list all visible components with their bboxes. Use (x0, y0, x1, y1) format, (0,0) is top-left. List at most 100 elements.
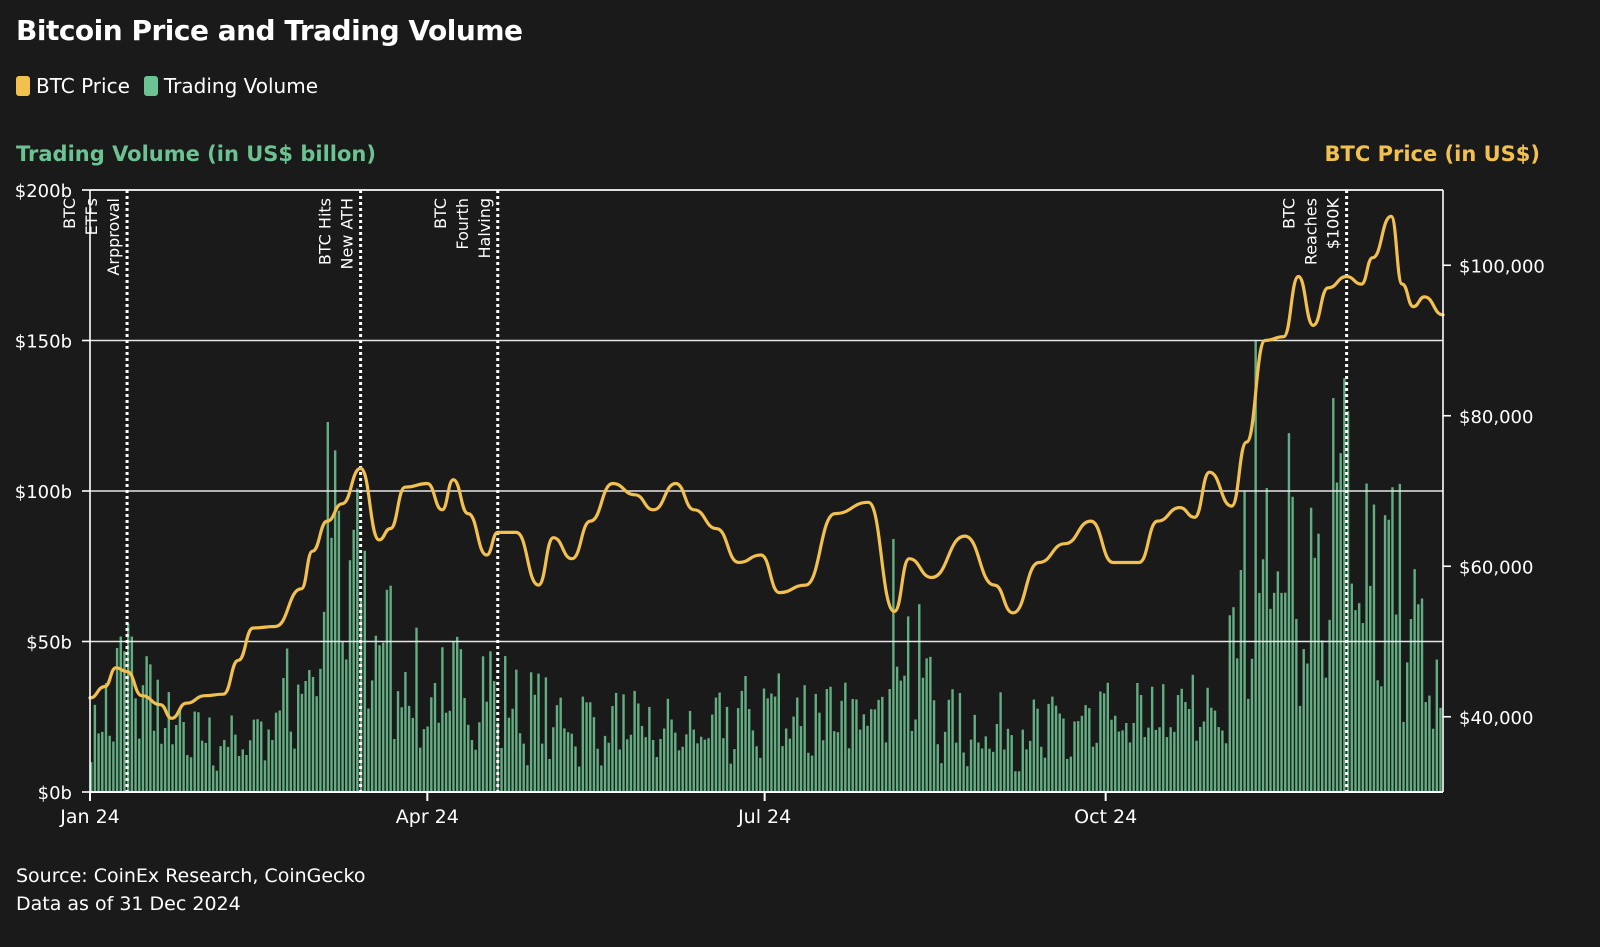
volume-bar (1102, 693, 1106, 792)
volume-bar (474, 749, 477, 792)
volume-bar (1169, 727, 1172, 792)
volume-bar (696, 743, 699, 792)
volume-bar (526, 765, 529, 792)
volume-bar (966, 766, 969, 792)
volume-bar (895, 666, 899, 792)
volume-bar (541, 743, 544, 792)
volume-bar (1110, 719, 1113, 792)
volume-bar (563, 728, 566, 792)
volume-bar (714, 697, 718, 792)
volume-bar (1394, 614, 1398, 792)
volume-bar (138, 738, 141, 792)
volume-bar (282, 677, 285, 792)
volume-bar (522, 743, 525, 792)
volume-bar (1217, 727, 1220, 792)
volume-bar (149, 664, 152, 792)
volume-bar (1321, 640, 1324, 792)
volume-bar (707, 738, 710, 792)
volume-bar (736, 708, 740, 792)
volume-bar (1339, 453, 1342, 792)
volume-bar (918, 604, 921, 792)
volume-bar (1269, 608, 1272, 792)
volume-bar (274, 712, 278, 792)
volume-bar (992, 751, 995, 792)
volume-bar (1040, 746, 1043, 792)
volume-bar (200, 740, 204, 792)
volume-bar (740, 690, 744, 792)
volume-bar (784, 728, 788, 792)
volume-bar (1387, 519, 1390, 792)
volume-bar (1247, 698, 1250, 792)
volume-bar (955, 742, 958, 792)
volume-bar (881, 696, 884, 792)
volume-bar (659, 738, 662, 792)
volume-bar (123, 651, 126, 792)
volume-bar (1295, 618, 1298, 792)
volume-bar (644, 737, 647, 792)
volume-bar (333, 450, 337, 792)
volume-bar (311, 676, 315, 792)
volume-bar (1154, 729, 1158, 792)
volume-bar (437, 722, 440, 792)
volume-bar (618, 749, 622, 792)
volume-bar (441, 647, 444, 792)
volume-bar (1298, 705, 1302, 792)
volume-bar (766, 698, 769, 792)
volume-bar (1291, 496, 1294, 792)
volume-bar (211, 765, 215, 792)
volume-bar (1265, 488, 1268, 792)
volume-bar (1276, 571, 1280, 792)
volume-bar (382, 642, 385, 792)
volume-bar (393, 739, 396, 792)
volume-bar (485, 701, 488, 792)
volume-bar (419, 747, 422, 792)
volume-bar (293, 748, 296, 792)
volume-bar (1417, 604, 1420, 792)
volume-bar (141, 685, 145, 792)
legend-swatch-volume (143, 76, 158, 96)
volume-bar (1162, 684, 1165, 792)
volume-bar (1113, 715, 1117, 792)
volume-bar (1232, 607, 1235, 792)
volume-bar (1006, 728, 1010, 792)
event-label: New ATH (338, 198, 357, 270)
volume-bar (178, 708, 182, 792)
volume-bar (330, 537, 333, 792)
volume-bar (119, 636, 122, 792)
volume-bar (788, 738, 792, 792)
volume-bar (1302, 649, 1305, 792)
volume-bar (367, 708, 370, 792)
volume-bar (97, 733, 100, 792)
x-tick-label: Apr 24 (396, 806, 459, 828)
volume-bar (851, 699, 854, 792)
volume-bar (285, 648, 289, 792)
volume-bar (341, 641, 344, 792)
volume-bar (467, 724, 470, 792)
volume-bar (648, 706, 651, 792)
volume-bar (507, 717, 511, 792)
volume-bar (821, 740, 825, 792)
volume-bar (1309, 507, 1313, 792)
volume-bar (1369, 585, 1372, 792)
volume-bar (818, 712, 821, 792)
volume-bar (692, 729, 695, 792)
volume-bar (175, 725, 178, 792)
volume-bar (444, 712, 448, 792)
volume-bar (1032, 699, 1036, 792)
volume-bar (969, 739, 973, 792)
volume-bar (877, 699, 880, 792)
volume-bar (348, 560, 352, 792)
volume-bar (263, 760, 267, 792)
volume-bar (226, 746, 230, 792)
volume-bar (862, 714, 866, 792)
event-label: BTC (60, 198, 79, 229)
volume-bar (1106, 682, 1109, 792)
volume-bar (1428, 695, 1431, 792)
volume-bar (452, 642, 455, 792)
volume-bar (799, 726, 803, 792)
volume-bar (378, 645, 381, 792)
volume-bar (385, 589, 389, 792)
volume-bar (1346, 411, 1350, 792)
volume-bar (733, 749, 736, 792)
